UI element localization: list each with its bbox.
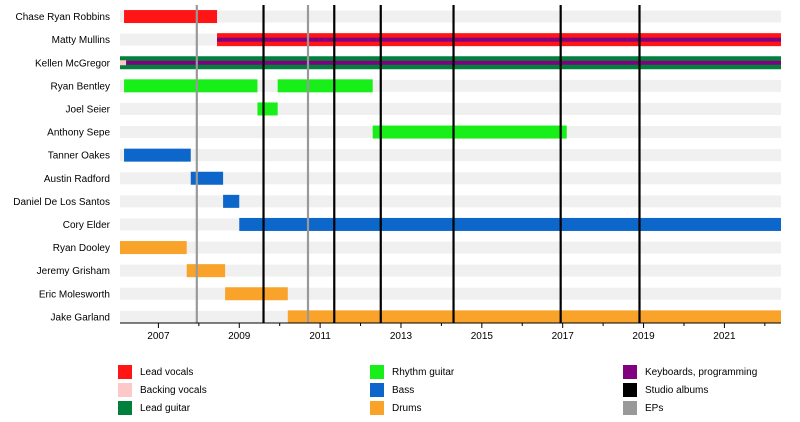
bar-ryan-bentley-rhythm-guitar-7 — [277, 79, 373, 93]
legend-swatch-studio-albums — [623, 383, 637, 397]
legend-item-keyboards-programming: Keyboards, programming — [623, 364, 757, 380]
row-stripe-austin-radford — [120, 172, 781, 185]
legend-item-eps: EPs — [623, 400, 663, 416]
member-label-matty-mullins: Matty Mullins — [52, 35, 110, 46]
legend-label-eps: EPs — [645, 402, 664, 414]
legend-item-backing-vocals: Backing vocals — [118, 382, 207, 398]
bar-kellen-mcgregor-backing-vocals-5 — [120, 60, 127, 66]
member-label-daniel-de-los-santos: Daniel De Los Santos — [13, 197, 110, 208]
row-stripe-eric-molesworth — [120, 287, 781, 300]
row-stripe-tanner-oakes — [120, 149, 781, 162]
member-labels: Chase Ryan Robbins Matty Mullins Kellen Mc… — [13, 12, 110, 323]
bar-austin-radford-bass-11 — [190, 171, 224, 185]
legend-item-studio-albums: Studio albums — [623, 382, 708, 398]
tick-label-2009: 2009 — [228, 331, 251, 342]
legend-swatch-lead-vocals — [118, 365, 132, 379]
member-label-joel-seier: Joel Seier — [66, 104, 111, 115]
legend-swatch-lead-guitar — [118, 401, 132, 415]
row-stripe-ryan-dooley — [120, 241, 781, 254]
row-stripe-chase-ryan-robbins — [120, 10, 781, 23]
legend-item-drums: Drums — [370, 400, 421, 416]
tick-label-2007: 2007 — [147, 331, 170, 342]
member-label-jake-garland: Jake Garland — [51, 312, 110, 323]
member-label-kellen-mcgregor: Kellen McGregor — [35, 58, 111, 69]
bar-ryan-bentley-rhythm-guitar-6 — [124, 79, 258, 93]
member-label-jeremy-grisham: Jeremy Grisham — [37, 266, 110, 277]
bar-kellen-mcgregor-keyboards-programming-4 — [120, 60, 781, 65]
legend-label-lead-vocals: Lead vocals — [140, 366, 194, 378]
bar-matty-mullins-keyboards-programming-2 — [217, 37, 781, 42]
bar-ryan-dooley-drums-14 — [120, 241, 187, 255]
bar-anthony-sepe-rhythm-guitar-9 — [372, 125, 567, 139]
bar-eric-molesworth-drums-16 — [225, 287, 288, 301]
x-axis: 2007 2009 2011 2013 2015 2017 2019 2021 — [120, 322, 781, 342]
bar-joel-seier-rhythm-guitar-8 — [257, 102, 278, 116]
legend-label-lead-guitar: Lead guitar — [140, 402, 191, 414]
tick-label-2015: 2015 — [471, 331, 494, 342]
member-label-chase-ryan-robbins: Chase Ryan Robbins — [16, 12, 111, 23]
bar-tanner-oakes-bass-10 — [124, 148, 191, 162]
member-label-austin-radford: Austin Radford — [44, 174, 110, 185]
bar-chase-ryan-robbins-lead-vocals-0 — [124, 10, 218, 24]
release-lines — [195, 5, 641, 323]
member-label-ryan-bentley: Ryan Bentley — [51, 81, 110, 92]
member-label-eric-molesworth: Eric Molesworth — [39, 289, 110, 300]
legend-label-studio-albums: Studio albums — [645, 384, 709, 396]
legend-label-bass: Bass — [392, 384, 415, 396]
tick-label-2013: 2013 — [390, 331, 413, 342]
tick-label-2021: 2021 — [713, 331, 736, 342]
row-stripe-daniel-de-los-santos — [120, 195, 781, 208]
row-stripe-joel-seier — [120, 102, 781, 115]
legend-swatch-drums — [370, 401, 384, 415]
member-label-tanner-oakes: Tanner Oakes — [48, 151, 110, 162]
legend-item-lead-guitar: Lead guitar — [118, 400, 190, 416]
legend-item-bass: Bass — [370, 382, 414, 398]
legend-label-keyboards-programming: Keyboards, programming — [645, 366, 758, 378]
legend-swatch-keyboards-programming — [623, 365, 637, 379]
bar-jake-garland-drums-17 — [287, 310, 781, 324]
band-timeline-chart: Chase Ryan Robbins Matty Mullins Kellen Mc… — [13, 5, 781, 342]
tick-label-2019: 2019 — [632, 331, 655, 342]
tick-label-2017: 2017 — [552, 331, 575, 342]
tick-label-2011: 2011 — [309, 331, 331, 342]
legend-item-rhythm-guitar: Rhythm guitar — [370, 364, 454, 380]
row-stripe-jeremy-grisham — [120, 264, 781, 277]
legend-item-lead-vocals: Lead vocals — [118, 364, 193, 380]
bar-cory-elder-bass-13 — [239, 217, 781, 231]
legend-label-backing-vocals: Backing vocals — [140, 384, 207, 396]
legend-swatch-rhythm-guitar — [370, 365, 384, 379]
member-label-ryan-dooley: Ryan Dooley — [53, 243, 110, 254]
legend: Lead vocals Backing vocals Lead guitar Rhyt… — [118, 364, 798, 420]
bar-jeremy-grisham-drums-15 — [186, 264, 226, 278]
member-label-anthony-sepe: Anthony Sepe — [47, 128, 110, 139]
legend-swatch-eps — [623, 401, 637, 415]
bar-daniel-de-los-santos-bass-12 — [223, 194, 240, 208]
member-label-cory-elder: Cory Elder — [63, 220, 111, 231]
legend-label-rhythm-guitar: Rhythm guitar — [392, 366, 455, 378]
legend-label-drums: Drums — [392, 402, 422, 414]
legend-swatch-bass — [370, 383, 384, 397]
legend-swatch-backing-vocals — [118, 383, 132, 397]
